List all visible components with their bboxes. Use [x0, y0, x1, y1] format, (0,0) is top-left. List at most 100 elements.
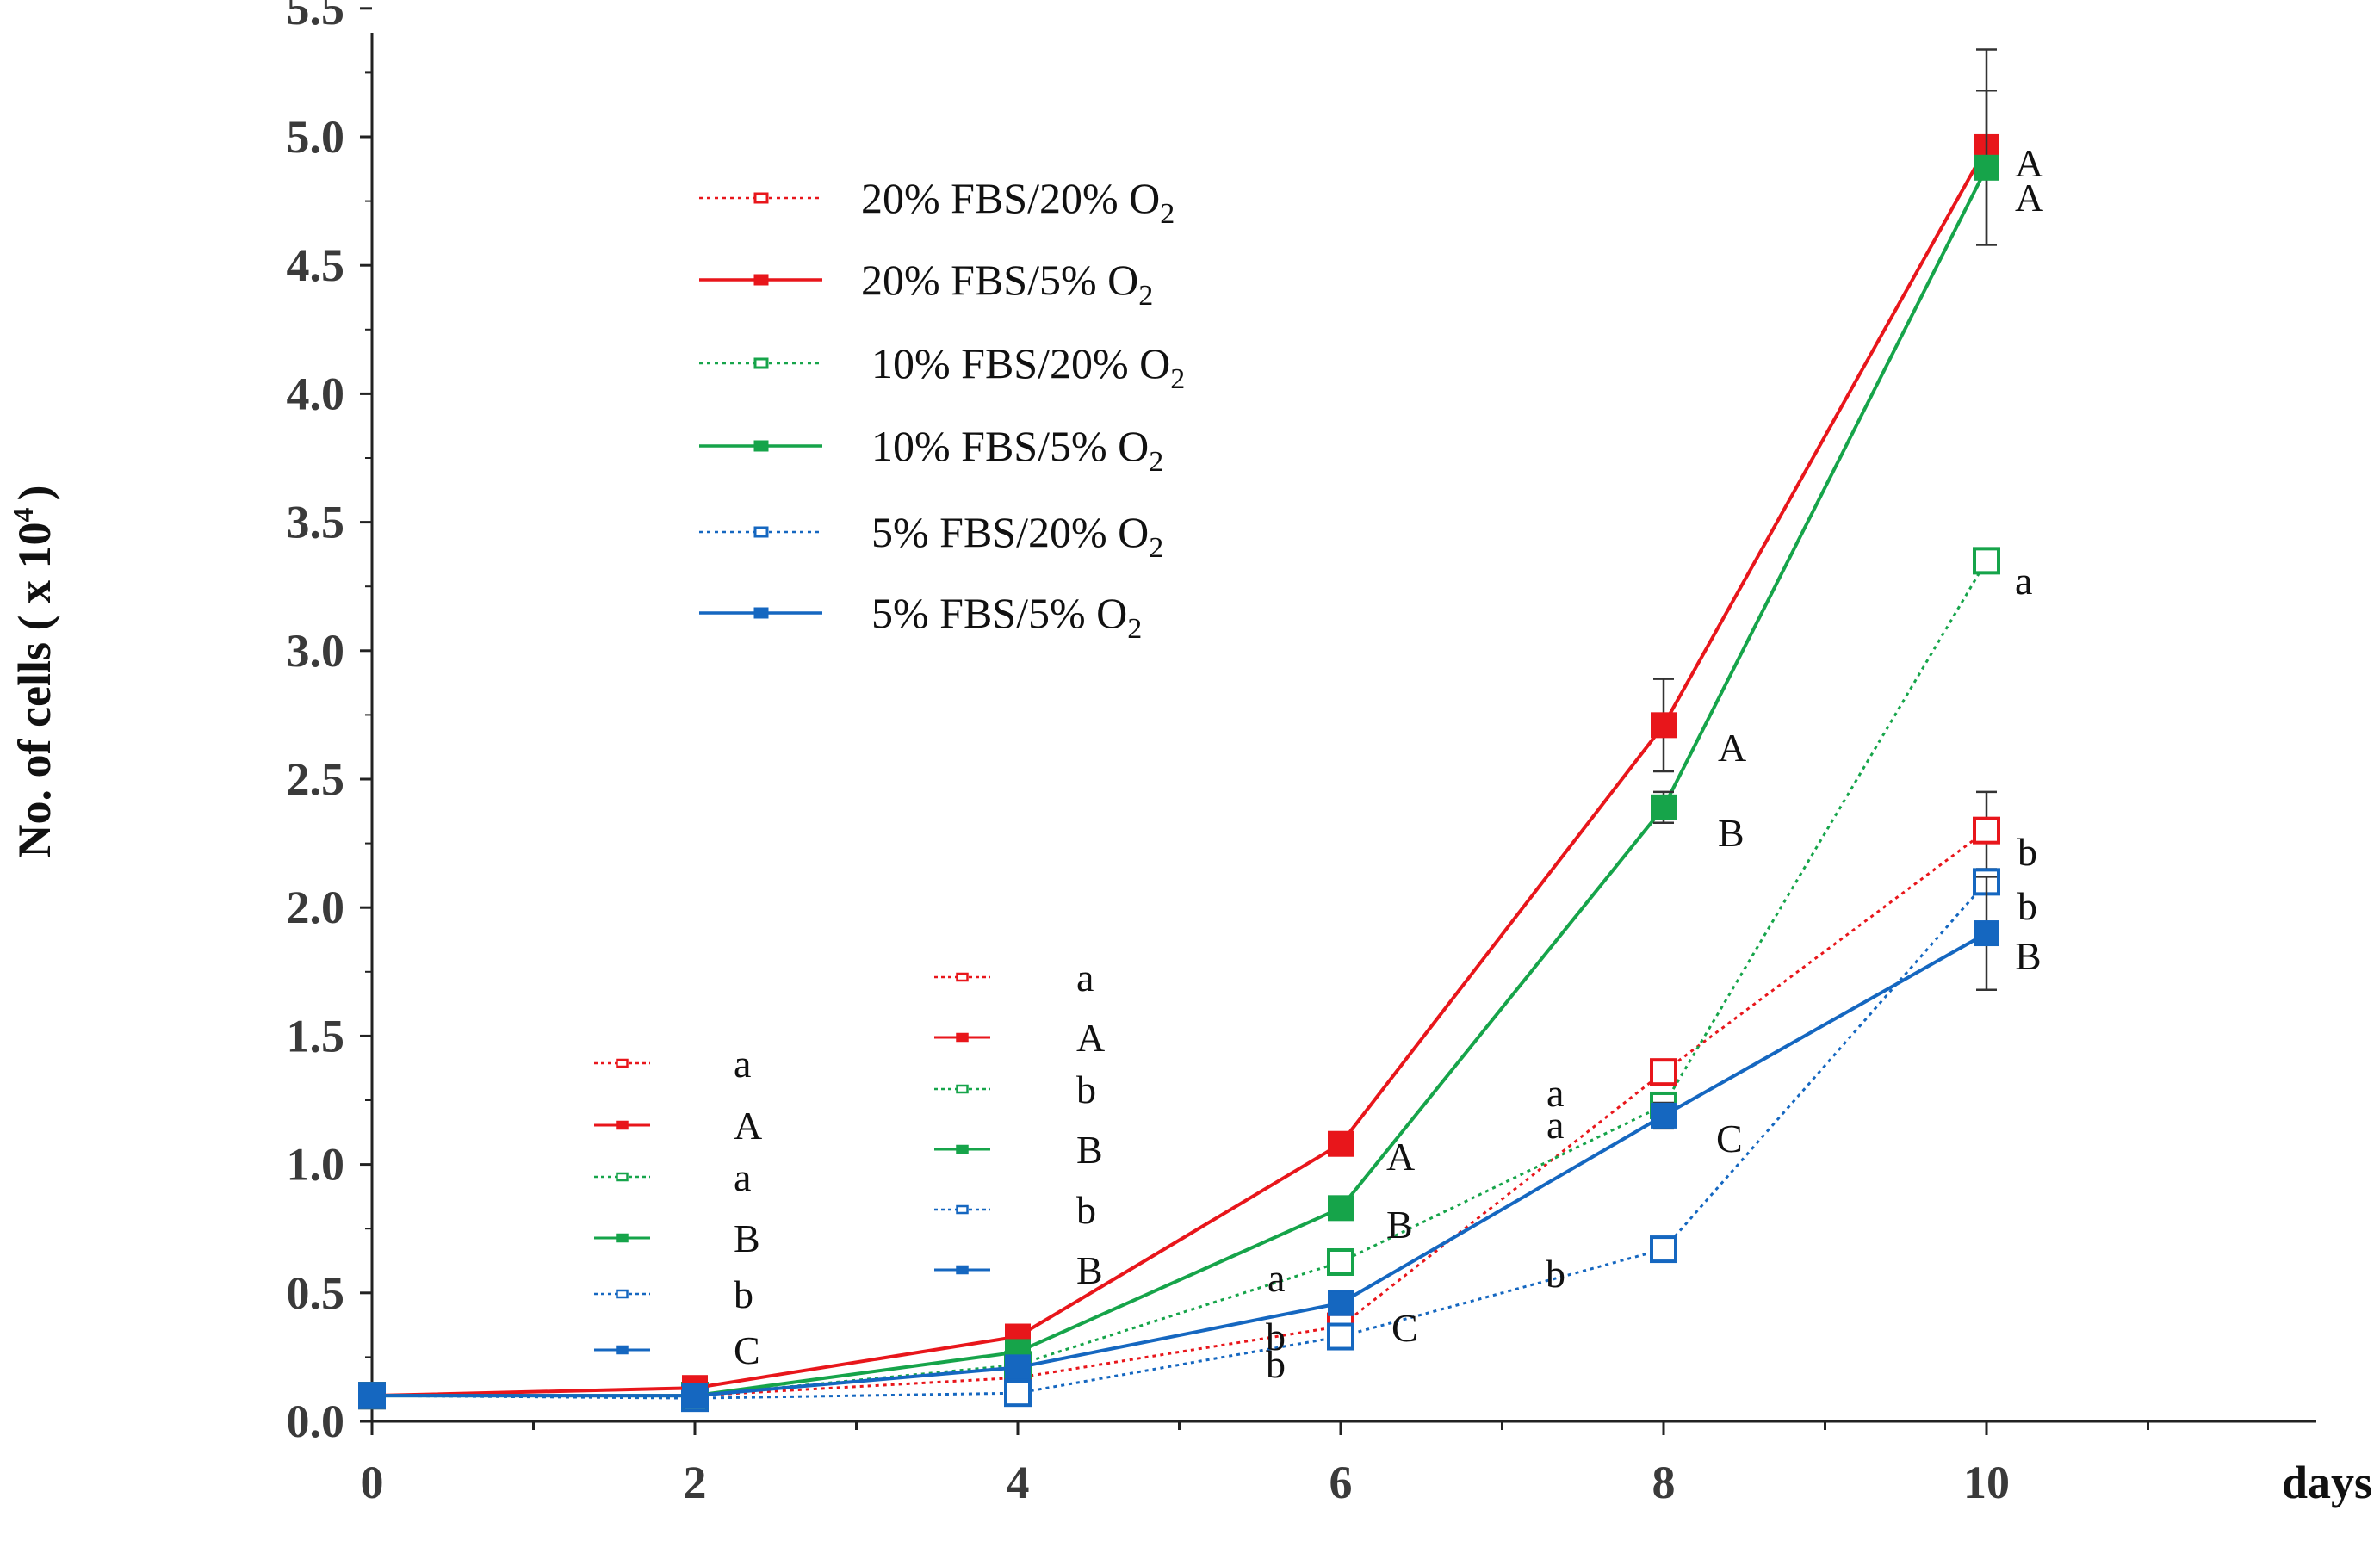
stat-legend-marker: [616, 1120, 629, 1130]
data-point: [1651, 794, 1677, 820]
legend-entry-0: 20% FBS/20% O2: [699, 174, 1175, 230]
series-line: [372, 931, 1987, 1398]
stat-legend-marker: [616, 1058, 629, 1068]
stat-legend-label: a: [1076, 956, 1094, 999]
legend-label-subscript: 2: [1160, 198, 1175, 230]
annotation-label: b: [1546, 1252, 1565, 1296]
y-axis-title-end: ): [9, 486, 60, 501]
data-point: [1650, 1235, 1677, 1264]
x-tick-label: 2: [684, 1457, 707, 1508]
series-line: [371, 145, 1988, 1398]
legend-label-text: 20% FBS/20% O: [861, 174, 1160, 222]
legend-swatch-marker: [753, 274, 769, 286]
legend-label-text: 5% FBS/5% O: [871, 589, 1127, 637]
legend-swatch-marker: [753, 526, 769, 538]
series-line: [372, 166, 1988, 1398]
series-line: [371, 881, 1988, 1400]
stat-legend-label: A: [734, 1104, 762, 1148]
x-tick-label: 10: [1963, 1457, 2010, 1508]
y-tick-label: 5.0: [287, 111, 345, 163]
data-point: [1973, 547, 2000, 575]
stat-legend-marker: [616, 1289, 629, 1299]
annotation-label: b: [1266, 1315, 1286, 1358]
x-tick-label: 6: [1329, 1457, 1353, 1508]
legend-entry-1: 20% FBS/5% O2: [699, 256, 1153, 312]
legend-label: 20% FBS/20% O2: [861, 174, 1175, 230]
legend-entry-4: 5% FBS/20% O2: [699, 508, 1163, 564]
stat-legend-label: B: [1076, 1128, 1103, 1172]
stat-legend-label: A: [1076, 1016, 1105, 1060]
annotation-label: B: [2015, 934, 2042, 978]
stat-legend-marker: [956, 1144, 969, 1154]
y-axis-title: No. of cells ( x 104): [8, 486, 60, 858]
annotation-label: A: [2015, 141, 2043, 185]
annotation-label: C: [1391, 1306, 1418, 1350]
annotation-label: A: [2015, 176, 2043, 220]
legend-label: 10% FBS/5% O2: [871, 422, 1163, 478]
legend-entry-3: 10% FBS/5% O2: [699, 422, 1163, 478]
series-3: [359, 90, 1999, 1409]
y-tick-label: 1.0: [287, 1139, 345, 1191]
stat-legend-marker: [956, 1032, 969, 1043]
data-point: [1004, 1379, 1032, 1408]
annotation-label: a: [1546, 1103, 1564, 1147]
legend-swatch-marker: [753, 440, 769, 452]
x-axis-title: days: [2282, 1457, 2372, 1508]
series-0: [358, 790, 2000, 1410]
x-tick-label: 8: [1652, 1457, 1676, 1508]
y-tick-label: 2.5: [287, 753, 345, 805]
data-point: [1327, 1322, 1354, 1351]
legend-label-subscript: 2: [1127, 613, 1142, 645]
y-tick-label: 3.0: [287, 625, 345, 677]
x-tick-label: 0: [361, 1457, 384, 1508]
annotation-label: a: [2015, 559, 2032, 603]
stat-legend-marker: [956, 1265, 969, 1275]
axes: 0.0 0.5 1.0 1.5 2.0 2.5 3.0 3.5 4.0 4.5 5.0 5.5 0 2 4 6…: [287, 0, 2316, 1508]
data-point: [1005, 1354, 1031, 1381]
stat-legend-marker: [956, 1084, 969, 1094]
legend-label: 5% FBS/5% O2: [871, 589, 1142, 645]
annotation-label: B: [1386, 1203, 1413, 1247]
y-tick-label: 3.5: [287, 497, 345, 548]
stat-legend-label: a: [734, 1042, 751, 1086]
legend-label-text: 20% FBS/5% O: [861, 256, 1138, 304]
y-tick-label: 4.5: [287, 239, 345, 291]
x-tick-label: 4: [1007, 1457, 1030, 1508]
data-point: [1328, 1290, 1354, 1316]
annotation-label: A: [1718, 726, 1746, 770]
series-line: [372, 829, 1987, 1397]
y-tick-label: 5.5: [287, 0, 345, 34]
legend-swatch-marker: [753, 192, 769, 204]
data-point: [1973, 816, 2000, 845]
legend-label-subscript: 2: [1149, 532, 1163, 564]
stat-legend-label: b: [1076, 1188, 1096, 1232]
legend-entry-2: 10% FBS/20% O2: [699, 339, 1185, 395]
stat-legend-label: b: [1076, 1068, 1096, 1111]
stat-legend-label: a: [734, 1155, 751, 1199]
y-tick-label: 1.5: [287, 1010, 345, 1061]
annotation-label: B: [1718, 811, 1745, 855]
annotation-label: A: [1386, 1135, 1415, 1179]
stat-legend-marker: [616, 1233, 629, 1243]
series-5: [359, 876, 1999, 1409]
stat-legend-label: B: [734, 1216, 760, 1260]
stat-legend-marker: [616, 1345, 629, 1355]
stat-legend-marker: [956, 1204, 969, 1215]
series-4: [358, 868, 2000, 1413]
legend-label-subscript: 2: [1149, 446, 1163, 478]
data-point: [359, 1383, 385, 1409]
data-point: [1974, 920, 1999, 947]
series-1: [359, 48, 1999, 1409]
annotation-label: b: [2017, 884, 2037, 928]
legend-label-text: 10% FBS/5% O: [871, 422, 1149, 470]
legend-label-subscript: 2: [1170, 363, 1185, 395]
legend-label: 5% FBS/20% O2: [871, 508, 1163, 564]
y-tick-label: 0.0: [287, 1396, 345, 1447]
legend-label-text: 10% FBS/20% O: [871, 339, 1170, 387]
y-tick-label: 4.0: [287, 368, 345, 419]
